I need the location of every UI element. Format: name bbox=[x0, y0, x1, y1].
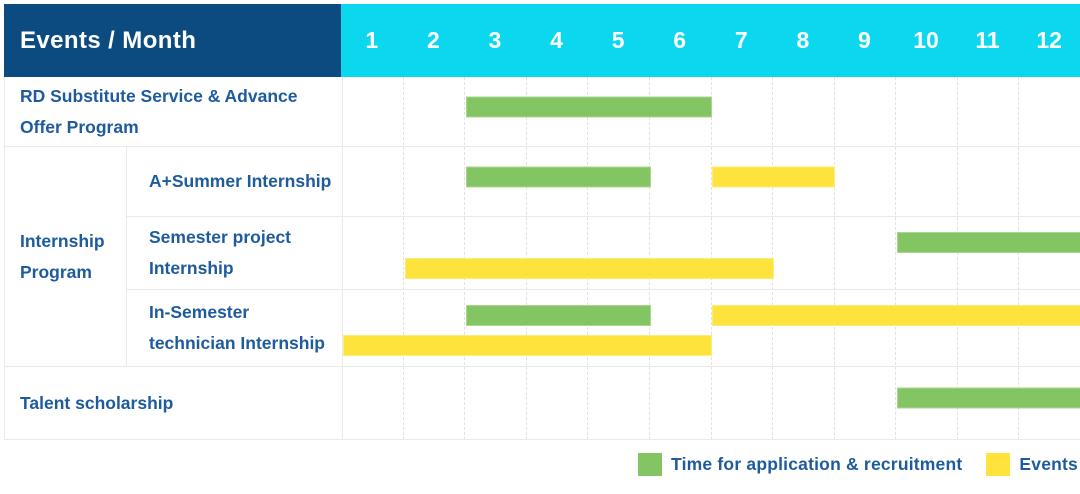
legend-application-label: Time for application & recruitment bbox=[671, 454, 963, 474]
gantt-bar-application bbox=[466, 166, 651, 187]
legend-item-events: Events bbox=[986, 453, 1078, 476]
month-header-cell: 12 bbox=[1036, 27, 1062, 53]
gantt-cell-3 bbox=[342, 290, 1080, 367]
month-header-cell: 5 bbox=[611, 27, 625, 53]
application-swatch-icon bbox=[638, 453, 663, 476]
gantt-bar-application bbox=[466, 96, 712, 117]
gantt-bar-event bbox=[404, 258, 774, 279]
month-header-cell: 3 bbox=[488, 27, 502, 53]
gantt-bar-event bbox=[712, 305, 1080, 326]
month-header-cell: 10 bbox=[913, 27, 939, 53]
row-label-rd-substitute-service: RD Substitute Service & Advance Offer Pr… bbox=[5, 77, 342, 147]
events-swatch-icon bbox=[986, 453, 1011, 476]
month-header-cell: 11 bbox=[975, 27, 1000, 53]
gantt-cell-2 bbox=[342, 217, 1080, 290]
legend: Time for application & recruitment Event… bbox=[638, 453, 1078, 476]
legend-item-application: Time for application & recruitment bbox=[638, 453, 962, 476]
month-header-cell: 7 bbox=[734, 27, 748, 53]
table-body: RD Substitute Service & Advance Offer Pr… bbox=[4, 77, 1080, 440]
legend-events-label: Events bbox=[1019, 454, 1078, 474]
row-group-internship-program: Internship Program bbox=[5, 147, 126, 367]
gantt-bar-application bbox=[896, 387, 1080, 409]
gantt-bar-event bbox=[712, 166, 835, 187]
month-header-cell: 1 bbox=[365, 27, 379, 53]
month-header-cell: 4 bbox=[550, 27, 563, 53]
gantt-cell-1 bbox=[342, 147, 1080, 217]
gantt-cell-0 bbox=[342, 77, 1080, 147]
events-month-header: Events / Month bbox=[4, 4, 341, 77]
row-label-a-plus-summer-internship: A+Summer Internship bbox=[126, 147, 342, 217]
gantt-table: Events / Month 1 2 3 4 5 6 7 8 9 10 11 12 RD Substi… bbox=[4, 4, 1080, 440]
table-header-row: Events / Month 1 2 3 4 5 6 7 8 9 10 11 12 bbox=[4, 4, 1080, 77]
gantt-cell-4 bbox=[342, 367, 1080, 440]
month-header-cell: 6 bbox=[673, 27, 687, 53]
month-header-strip: 1 2 3 4 5 6 7 8 9 10 11 12 bbox=[341, 4, 1080, 77]
gantt-bar-application bbox=[466, 305, 651, 326]
month-header-cell: 9 bbox=[858, 27, 871, 53]
gantt-bar-event bbox=[343, 335, 712, 356]
gantt-bar-application bbox=[896, 232, 1080, 253]
month-header-cell: 8 bbox=[796, 27, 810, 53]
row-label-talent-scholarship: Talent scholarship bbox=[5, 367, 342, 440]
row-label-in-semester-technician-internship: In-Semester technician Internship bbox=[126, 290, 342, 367]
month-header-cell: 2 bbox=[426, 27, 440, 53]
row-label-semester-project-internship: Semester project Internship bbox=[126, 217, 342, 290]
